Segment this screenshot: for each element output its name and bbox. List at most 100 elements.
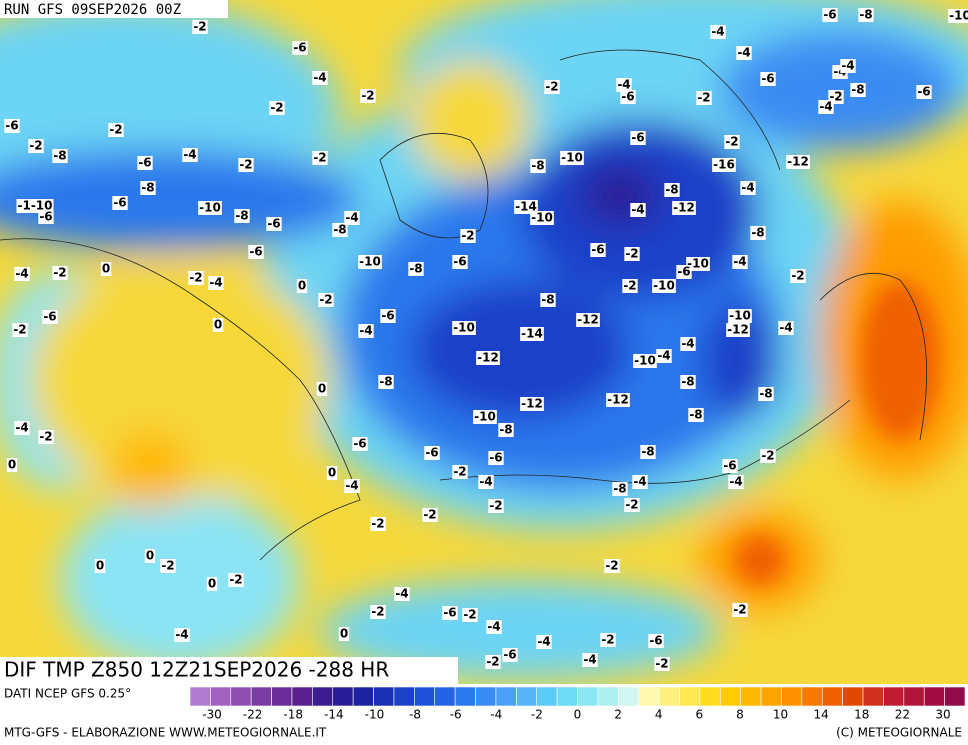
contour-label-box [344, 479, 360, 493]
contour-label: 0 [298, 279, 306, 293]
contour-label-box [514, 200, 538, 214]
colorbar-label: 2 [614, 708, 622, 722]
contour-label-box [248, 245, 264, 259]
contour-label-box [620, 90, 636, 104]
colorbar-swatch [883, 686, 905, 707]
contour-label-box [452, 255, 468, 269]
contour-label-box [292, 41, 308, 55]
colorbar-swatch [719, 686, 741, 707]
colorbar-swatch [516, 686, 538, 707]
contour-label-box [182, 148, 198, 162]
contour-label: -8 [641, 445, 654, 459]
contour-label-box [208, 276, 224, 290]
contour-label: -2 [423, 508, 436, 522]
contour-label: -2 [545, 80, 558, 94]
contour-label: -10 [653, 279, 675, 293]
contour-label-box [358, 255, 382, 269]
contour-label-box [488, 451, 504, 465]
contour-label-box [622, 279, 638, 293]
colorbar: -30 -22 -18 -14 -10 -8 -6 -4 -2 0 2 4 6 8 10 14 18 22 30 [189, 686, 966, 722]
contour-label-box [540, 293, 556, 307]
contour-label: -4 [681, 337, 694, 351]
contour-label: -2 [313, 151, 326, 165]
contour-label: -2 [109, 123, 122, 137]
colorbar-swatch [250, 686, 272, 707]
contour-label: -12 [727, 323, 749, 337]
colorbar-swatch [475, 686, 497, 707]
contour-label-box [332, 223, 348, 237]
contour-label-box [790, 269, 806, 283]
contour-label: -4 [733, 255, 746, 269]
contour-label-box [452, 465, 468, 479]
colorbar-swatch [495, 686, 517, 707]
contour-label-box [160, 559, 176, 573]
colorbar-swatch [434, 686, 456, 707]
contour-label-box [394, 587, 410, 601]
contour-label: -8 [53, 149, 66, 163]
contour-label-box [604, 559, 620, 573]
contour-label-box [318, 293, 334, 307]
colorbar-swatch [230, 686, 252, 707]
contour-label: -4 [479, 475, 492, 489]
contour-label-box [370, 517, 386, 531]
contour-label: -2 [791, 269, 804, 283]
contour-label: -8 [141, 181, 154, 195]
contour-label-box [576, 313, 600, 327]
contour-label-box [654, 657, 670, 671]
colorbar-swatch [189, 686, 211, 707]
contour-label-box [590, 243, 606, 257]
contour-label: -4 [15, 267, 28, 281]
contour-label: -8 [759, 387, 772, 401]
run-label: RUN GFS 09SEP2026 00Z [4, 2, 181, 18]
contour-label-box [600, 633, 616, 647]
contour-label-box [498, 423, 514, 437]
contour-label: 0 [8, 458, 16, 472]
contour-label-box [14, 421, 30, 435]
contour-label: -6 [917, 85, 930, 99]
colorbar-swatch [903, 686, 925, 707]
colorbar-label: 0 [574, 708, 582, 722]
contour-label: -10 [949, 9, 968, 23]
contour-label: -4 [487, 620, 500, 634]
contour-label-box [710, 25, 726, 39]
contour-label-box [269, 101, 285, 115]
contour-label-box [473, 410, 497, 424]
contour-label-box [680, 337, 696, 351]
contour-label-box [732, 603, 748, 617]
colorbar-label: 8 [736, 708, 744, 722]
colorbar-swatch [393, 686, 415, 707]
contour-label: -2 [193, 20, 206, 34]
contour-label: -6 [489, 451, 502, 465]
contour-label: -12 [577, 313, 599, 327]
contour-label-box [266, 217, 282, 231]
contour-label: -2 [229, 573, 242, 587]
contour-label: -6 [425, 446, 438, 460]
colorbar-swatch [740, 686, 762, 707]
contour-label: 0 [340, 627, 348, 641]
credit-right: (C) METEOGIORNALE [836, 726, 962, 740]
contour-label-box [520, 397, 544, 411]
contour-label: -6 [43, 310, 56, 324]
contour-label-box [630, 203, 646, 217]
colorbar-swatch [679, 686, 701, 707]
colorbar-swatch [944, 686, 966, 707]
colorbar-swatch [842, 686, 864, 707]
contour-label: -10 [687, 257, 709, 271]
contour-label-box [192, 20, 208, 34]
contour-label: -6 [293, 41, 306, 55]
contour-label: -4 [819, 100, 832, 114]
colorbar-label: -4 [490, 708, 502, 722]
colorbar-label: -8 [409, 708, 421, 722]
contour-label-box [736, 46, 752, 60]
contour-label: -4 [779, 321, 792, 335]
contour-label: -4 [313, 71, 326, 85]
contour-label: -2 [489, 499, 502, 513]
colorbar-label: -30 [202, 708, 222, 722]
contour-label: -2 [361, 89, 374, 103]
contour-label-box [680, 375, 696, 389]
contour-label: -8 [689, 408, 702, 422]
colorbar-swatch [760, 686, 782, 707]
contour-label: -2 [29, 139, 42, 153]
colorbar-swatch [414, 686, 436, 707]
